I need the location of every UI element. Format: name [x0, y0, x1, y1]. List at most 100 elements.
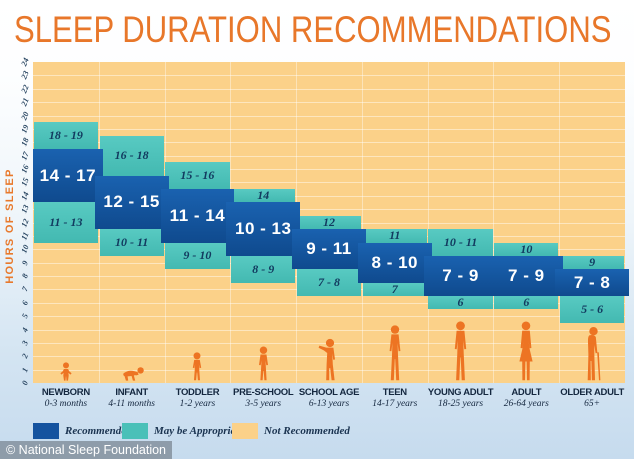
band-may-be-appropriate-infant: 16 - 18	[99, 135, 164, 176]
copyright-bar: © National Sleep Foundation	[0, 441, 172, 459]
band-may-be-appropriate-toddler: 15 - 16	[165, 162, 230, 190]
band-recommended-infant: 12 - 15	[94, 175, 169, 230]
band-hours-label: 9 - 11	[306, 239, 352, 259]
band-hours-label: 18 - 19	[48, 128, 83, 143]
x-axis-label-older-adult: OLDER ADULT 65+	[552, 387, 632, 409]
school-age-child-icon	[316, 338, 342, 381]
band-hours-label: 9	[589, 255, 596, 270]
y-axis-tick: 14	[19, 190, 31, 202]
older-adult-with-cane-icon	[579, 325, 605, 381]
band-may-be-appropriate-adult: 10	[494, 242, 559, 256]
page-title: SLEEP DURATION RECOMMENDATIONS	[14, 9, 612, 50]
band-may-be-appropriate-teen: 7	[362, 282, 427, 297]
y-axis-tick: 0	[20, 379, 30, 387]
legend-item-not_recommended: Not Recommended	[232, 423, 350, 439]
band-may-be-appropriate-pre-school: 8 - 9	[231, 255, 296, 283]
age-group-name: TODDLER	[175, 387, 220, 398]
newborn-baby-icon	[59, 362, 73, 381]
age-range: 1-2 years	[179, 399, 216, 409]
y-axis-tick: 6	[20, 299, 30, 307]
legend-item-may_be_appropriate: May be Appropriate	[122, 423, 244, 439]
age-range: 3-5 years	[245, 399, 282, 409]
band-recommended-newborn: 14 - 17	[33, 148, 103, 203]
y-axis-tick: 13	[19, 203, 31, 215]
band-recommended-pre-school: 10 - 13	[226, 202, 301, 256]
band-hours-label: 15 - 16	[180, 168, 215, 183]
age-range: 14-17 years	[372, 399, 418, 409]
age-group-name: YOUNG ADULT	[427, 387, 494, 398]
band-hours-label: 8 - 9	[252, 261, 275, 276]
band-recommended-school-age: 9 - 11	[292, 229, 366, 270]
chart-plot-area: 18 - 19 14 - 17 11 - 13 16 - 18 12 - 15 10 - …	[33, 62, 629, 383]
band-may-be-appropriate-school-age: 7 - 8	[296, 269, 362, 297]
y-axis-tick: 12	[19, 217, 31, 228]
band-hours-label: 10 - 11	[114, 235, 149, 250]
y-axis-tick: 23	[19, 69, 31, 81]
age-group-name: NEWBORN	[41, 387, 90, 398]
gridline-horizontal	[33, 75, 625, 77]
band-recommended-toddler: 11 - 14	[160, 189, 235, 243]
x-axis-label-toddler: TODDLER 1-2 years	[157, 387, 237, 409]
y-axis-tick: 11	[19, 230, 31, 242]
gridline-horizontal	[33, 209, 625, 211]
band-hours-label: 11	[389, 228, 401, 243]
band-recommended-older-adult: 7 - 8	[555, 269, 629, 297]
band-hours-label: 6	[457, 295, 464, 310]
band-may-be-appropriate-teen: 11	[362, 228, 427, 243]
y-axis-title: HOURS OF SLEEP	[4, 168, 16, 284]
band-hours-label: 16 - 18	[114, 148, 149, 163]
y-axis-tick: 8	[20, 272, 30, 280]
y-axis-tick: 4	[20, 325, 30, 334]
x-axis-label-school-age: SCHOOL AGE 6-13 years	[289, 387, 369, 409]
legend-swatch-may_be_appropriate	[122, 423, 148, 439]
gridline-horizontal	[33, 115, 625, 117]
age-group-name: TEEN	[382, 387, 407, 398]
gridline-horizontal	[33, 102, 625, 104]
band-hours-label: 7 - 9	[442, 266, 479, 285]
x-axis-label-young-adult: YOUNG ADULT 18-25 years	[421, 387, 501, 409]
band-hours-label: 6	[523, 295, 530, 310]
gridline-vertical	[559, 62, 561, 383]
y-axis-tick: 18	[19, 136, 31, 148]
band-may-be-appropriate-young-adult: 10 - 11	[428, 229, 493, 256]
gridline-horizontal	[33, 329, 625, 331]
band-may-be-appropriate-young-adult: 6	[428, 295, 493, 310]
band-hours-label: 12 - 15	[103, 192, 160, 212]
x-axis-label-infant: INFANT 4-11 months	[92, 387, 172, 409]
age-group-name: PRE-SCHOOL	[233, 387, 294, 398]
gridline-vertical	[361, 62, 363, 383]
x-axis-label-newborn: NEWBORN 0-3 months	[26, 387, 106, 409]
age-range: 6-13 years	[308, 399, 350, 409]
age-group-name: SCHOOL AGE	[298, 387, 360, 398]
band-hours-label: 14 - 17	[39, 165, 97, 185]
band-hours-label: 11 - 13	[49, 215, 83, 229]
band-may-be-appropriate-school-age: 12	[296, 215, 362, 230]
gridline-horizontal	[33, 169, 625, 170]
y-axis-tick: 15	[19, 176, 31, 188]
x-axis-label-adult: ADULT 26-64 years	[486, 387, 566, 409]
band-recommended-young-adult: 7 - 9	[423, 255, 498, 297]
band-may-be-appropriate-older-adult: 5 - 6	[559, 296, 625, 323]
band-may-be-appropriate-adult: 6	[494, 295, 559, 310]
band-hours-label: 7 - 8	[317, 275, 340, 290]
legend-swatch-recommended	[33, 423, 59, 439]
infant-crawling-icon	[120, 366, 144, 381]
band-hours-label: 10 - 11	[443, 235, 478, 250]
band-recommended-teen: 8 - 10	[357, 242, 432, 283]
y-axis-tick: 24	[19, 56, 31, 68]
x-axis-label-pre-school: PRE-SCHOOL 3-5 years	[223, 387, 303, 409]
preschool-child-icon	[255, 346, 272, 381]
gridline-horizontal	[33, 142, 625, 144]
y-axis-tick: 20	[19, 110, 31, 121]
age-range: 4-11 months	[108, 399, 155, 409]
gridline-horizontal	[33, 182, 625, 184]
band-hours-label: 9 - 10	[183, 248, 212, 263]
band-hours-label: 5 - 6	[581, 301, 604, 316]
band-may-be-appropriate-older-adult: 9	[559, 255, 625, 270]
y-axis-tick: 21	[19, 96, 31, 108]
legend-label: Recommended	[65, 425, 132, 437]
teen-icon	[385, 325, 405, 381]
band-may-be-appropriate-toddler: 9 - 10	[165, 242, 230, 270]
band-may-be-appropriate-pre-school: 14	[231, 188, 296, 203]
